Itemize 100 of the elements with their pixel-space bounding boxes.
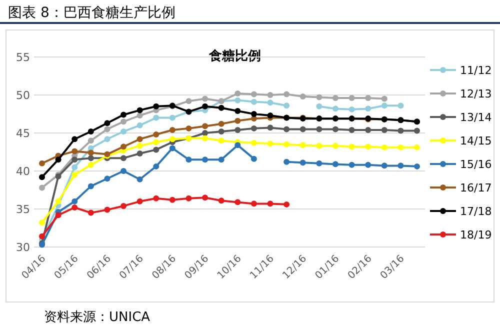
point bbox=[72, 148, 78, 154]
point bbox=[186, 156, 192, 163]
point bbox=[398, 162, 404, 169]
point bbox=[136, 112, 143, 119]
point bbox=[234, 97, 241, 104]
point bbox=[250, 91, 257, 98]
point bbox=[218, 156, 224, 163]
point bbox=[365, 162, 372, 168]
point bbox=[365, 126, 372, 133]
point bbox=[202, 194, 208, 201]
point bbox=[153, 139, 160, 146]
point bbox=[169, 126, 176, 133]
point bbox=[284, 141, 290, 148]
point bbox=[267, 92, 274, 98]
point bbox=[284, 201, 290, 208]
point bbox=[186, 125, 192, 132]
point bbox=[72, 172, 78, 178]
point bbox=[88, 155, 94, 162]
point bbox=[136, 136, 143, 142]
point bbox=[104, 136, 110, 142]
point bbox=[88, 162, 94, 168]
point bbox=[234, 126, 241, 133]
point bbox=[365, 95, 372, 102]
point bbox=[284, 102, 290, 109]
legend-label: 17/18 bbox=[460, 205, 492, 218]
chart-title: 图表 8：巴西食糖生产比例 bbox=[8, 5, 176, 21]
point bbox=[136, 107, 143, 114]
point bbox=[381, 102, 388, 109]
y-tick-label: 40 bbox=[16, 165, 30, 178]
point bbox=[250, 200, 257, 207]
point bbox=[300, 160, 306, 166]
point bbox=[120, 144, 127, 150]
point bbox=[153, 195, 160, 202]
point bbox=[120, 128, 127, 134]
point bbox=[55, 198, 62, 204]
point bbox=[267, 100, 274, 106]
point bbox=[218, 104, 224, 111]
point bbox=[88, 128, 94, 134]
point bbox=[381, 162, 388, 169]
point bbox=[332, 106, 338, 112]
point bbox=[348, 106, 355, 112]
point bbox=[120, 112, 127, 118]
point bbox=[414, 128, 420, 134]
point bbox=[381, 144, 388, 150]
point bbox=[398, 102, 404, 109]
point bbox=[72, 136, 78, 142]
point bbox=[267, 140, 274, 147]
legend-label: 11/12 bbox=[460, 64, 492, 77]
point bbox=[218, 128, 224, 134]
point bbox=[267, 200, 274, 207]
point bbox=[250, 156, 257, 162]
point bbox=[284, 91, 290, 98]
point bbox=[284, 158, 290, 165]
point bbox=[381, 96, 388, 102]
point bbox=[104, 206, 110, 213]
point bbox=[234, 118, 241, 124]
point bbox=[186, 98, 192, 104]
point bbox=[153, 132, 160, 138]
legend-label: 16/17 bbox=[460, 182, 492, 194]
point bbox=[202, 103, 208, 110]
legend-label: 15/16 bbox=[460, 158, 492, 171]
point bbox=[234, 90, 241, 96]
point bbox=[316, 142, 322, 149]
point bbox=[39, 184, 45, 191]
point bbox=[136, 176, 143, 182]
point bbox=[153, 114, 160, 121]
point bbox=[104, 126, 110, 132]
y-tick-label: 30 bbox=[16, 241, 30, 254]
y-tick-label: 50 bbox=[16, 89, 30, 102]
point bbox=[55, 156, 62, 163]
point bbox=[267, 124, 274, 131]
point bbox=[348, 95, 355, 102]
point bbox=[169, 136, 176, 142]
point bbox=[202, 96, 208, 102]
point bbox=[316, 160, 322, 166]
point bbox=[136, 142, 143, 149]
point bbox=[169, 145, 176, 152]
point bbox=[202, 135, 208, 142]
point bbox=[55, 212, 62, 218]
point bbox=[414, 163, 420, 170]
point bbox=[120, 155, 127, 162]
point bbox=[234, 199, 241, 206]
point bbox=[250, 125, 257, 132]
point bbox=[169, 114, 176, 121]
point bbox=[316, 94, 322, 100]
point bbox=[218, 198, 224, 204]
point bbox=[120, 168, 127, 174]
legend-label: 13/14 bbox=[460, 111, 492, 124]
point bbox=[104, 120, 110, 126]
point bbox=[88, 150, 94, 156]
point bbox=[218, 120, 224, 127]
point bbox=[39, 160, 45, 166]
point bbox=[332, 95, 338, 102]
point bbox=[72, 164, 78, 170]
point bbox=[136, 198, 143, 204]
text: 资料来源：UNICA bbox=[44, 310, 150, 325]
point bbox=[153, 103, 160, 110]
point bbox=[88, 138, 94, 144]
point bbox=[300, 126, 306, 132]
point bbox=[136, 122, 143, 128]
